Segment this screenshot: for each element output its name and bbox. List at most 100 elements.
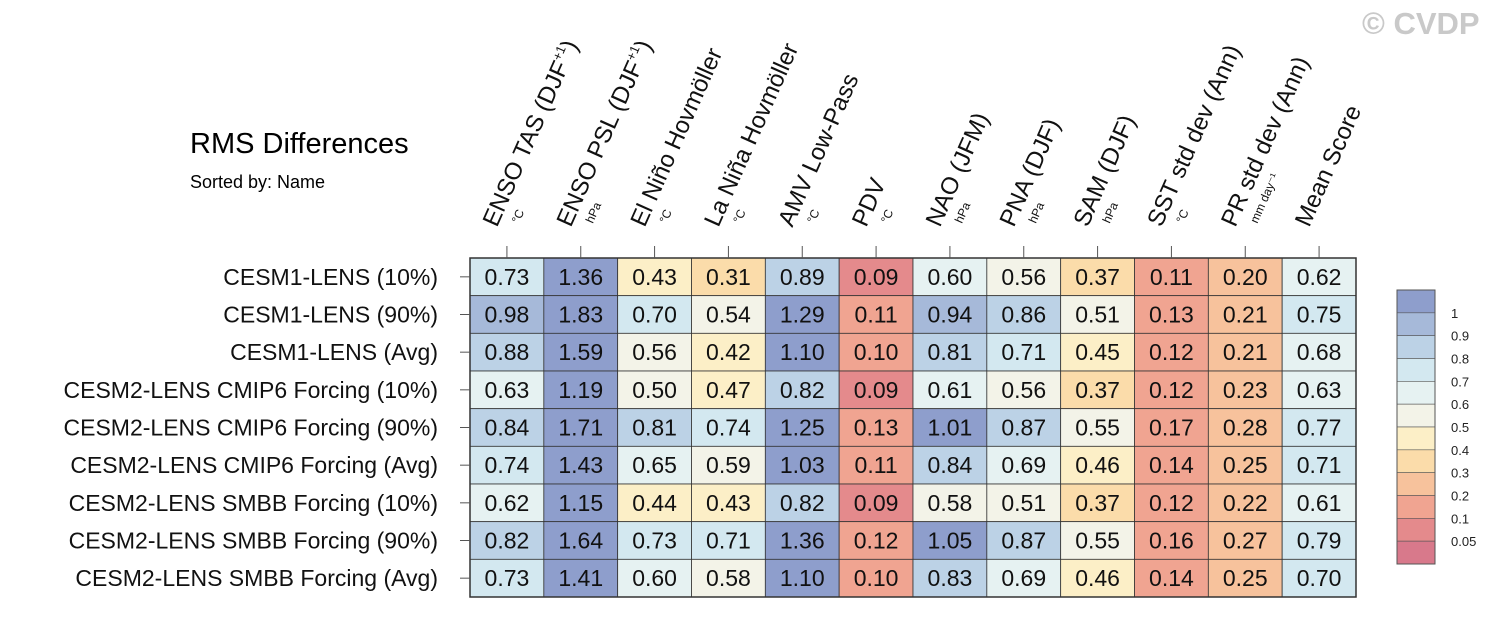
heatmap-cell — [1281, 558, 1357, 598]
cell-value-label: 0.21 — [1223, 302, 1268, 328]
column-unit-label: °C — [878, 207, 896, 225]
cell-value-label: 0.69 — [1001, 452, 1046, 478]
cell-value-label: 1.01 — [928, 415, 973, 441]
cell-value-label: 0.62 — [485, 490, 530, 516]
cell-value-label: 0.25 — [1223, 452, 1268, 478]
cell-value-label: 1.10 — [780, 339, 825, 365]
cell-value-label: 0.68 — [1297, 339, 1342, 365]
cell-value-label: 0.42 — [706, 339, 751, 365]
cell-value-label: 0.83 — [928, 565, 973, 591]
cell-value-label: 0.73 — [632, 528, 677, 554]
heatmap-cell — [986, 257, 1062, 297]
column-unit-label: °C — [804, 207, 822, 225]
row-label: CESM1-LENS (Avg) — [230, 339, 438, 365]
heatmap-cell — [617, 332, 692, 372]
heatmap-cell — [1281, 257, 1357, 297]
cell-value-label: 0.63 — [485, 377, 530, 403]
colorbar-tick-label: 0.9 — [1451, 329, 1469, 344]
cell-value-label: 0.47 — [706, 377, 751, 403]
cell-value-label: 0.50 — [632, 377, 677, 403]
cell-value-label: 0.51 — [1075, 302, 1120, 328]
heatmap-cell — [1134, 408, 1209, 447]
colorbar-tick-label: 0.05 — [1451, 534, 1476, 549]
heatmap-cell — [691, 445, 766, 485]
cell-value-label: 0.11 — [855, 302, 898, 328]
cell-value-label: 0.75 — [1297, 302, 1342, 328]
heatmap-cell — [1207, 295, 1283, 334]
colorbar-segment — [1396, 540, 1436, 565]
cell-value-label: 0.22 — [1223, 490, 1268, 516]
cell-value-label: 1.36 — [558, 264, 603, 290]
cell-value-label: 0.13 — [1149, 302, 1194, 328]
heatmap-cell — [838, 332, 914, 372]
row-label: CESM2-LENS SMBB Forcing (90%) — [69, 528, 438, 554]
colorbar-segment — [1396, 426, 1436, 451]
heatmap-cell — [838, 295, 914, 334]
heatmap-cell — [1207, 445, 1283, 485]
heatmap-cell — [469, 332, 545, 372]
column-unit-label: °C — [657, 207, 675, 225]
row-label: CESM2-LENS CMIP6 Forcing (90%) — [64, 415, 439, 441]
colorbar-tick-label: 0.2 — [1451, 489, 1469, 504]
cell-value-label: 1.71 — [558, 415, 603, 441]
cell-value-label: 1.41 — [558, 565, 603, 591]
cell-value-label: 0.89 — [780, 264, 825, 290]
cell-value-label: 0.09 — [854, 264, 899, 290]
heatmap-cell — [543, 257, 619, 297]
cell-value-label: 1.43 — [558, 452, 603, 478]
cell-value-label: 0.79 — [1297, 528, 1342, 554]
colorbar-segment — [1396, 358, 1436, 382]
column-unit-label: °C — [1173, 207, 1191, 225]
cell-value-label: 0.63 — [1297, 377, 1342, 403]
heatmap-cell — [1134, 332, 1209, 372]
column-unit-label: °C — [730, 207, 748, 225]
colorbar-tick-label: 0.6 — [1451, 397, 1469, 412]
heatmap-cell — [543, 445, 619, 485]
heatmap-cell — [1281, 332, 1357, 372]
heatmap-cell — [764, 483, 840, 523]
colorbar-segment — [1396, 495, 1436, 519]
cell-value-label: 0.54 — [706, 302, 751, 328]
cell-value-label: 0.56 — [632, 339, 677, 365]
heatmap-cell — [1281, 521, 1357, 560]
colorbar-segment — [1396, 472, 1436, 496]
cell-value-label: 0.82 — [780, 377, 825, 403]
heatmap-cell — [1060, 483, 1135, 523]
cell-value-label: 0.28 — [1223, 415, 1268, 441]
heatmap-cell — [1060, 445, 1135, 485]
heatmap-cell — [838, 521, 914, 560]
heatmap-cell — [764, 521, 840, 560]
heatmap-cell — [838, 408, 914, 447]
colorbar-tick-label: 1 — [1451, 306, 1458, 321]
cell-value-label: 0.58 — [928, 490, 973, 516]
cell-value-label: 0.46 — [1075, 565, 1120, 591]
cell-value-label: 1.36 — [780, 528, 825, 554]
cell-value-label: 0.60 — [632, 565, 677, 591]
heatmap-cell — [1207, 370, 1283, 410]
colorbar-tick-label: 0.4 — [1451, 443, 1469, 458]
cell-value-label: 0.25 — [1223, 565, 1268, 591]
cell-value-label: 0.23 — [1223, 377, 1268, 403]
cell-value-label: 0.46 — [1075, 452, 1120, 478]
cell-value-label: 0.71 — [1297, 452, 1342, 478]
chart-title: RMS Differences — [190, 128, 409, 160]
colorbar-segment — [1396, 335, 1436, 359]
column-label: AMV Low-Pass — [773, 70, 864, 231]
row-label: CESM1-LENS (10%) — [223, 264, 438, 290]
cell-value-label: 0.61 — [1297, 490, 1342, 516]
cell-value-label: 0.45 — [1075, 339, 1120, 365]
cell-value-label: 0.44 — [632, 490, 677, 516]
colorbar-frame — [1396, 289, 1436, 565]
heatmap-cell — [1134, 558, 1209, 598]
cell-value-label: 0.12 — [1149, 490, 1194, 516]
cell-value-label: 0.17 — [1149, 415, 1194, 441]
heatmap-cell — [838, 445, 914, 485]
cell-value-label: 0.88 — [485, 339, 530, 365]
heatmap-cell — [1207, 558, 1283, 598]
cell-value-label: 0.86 — [1001, 302, 1046, 328]
cell-value-label: 1.05 — [928, 528, 973, 554]
cell-value-label: 0.11 — [1150, 264, 1193, 290]
heatmap-cell — [986, 521, 1062, 560]
cell-value-label: 0.74 — [706, 415, 751, 441]
